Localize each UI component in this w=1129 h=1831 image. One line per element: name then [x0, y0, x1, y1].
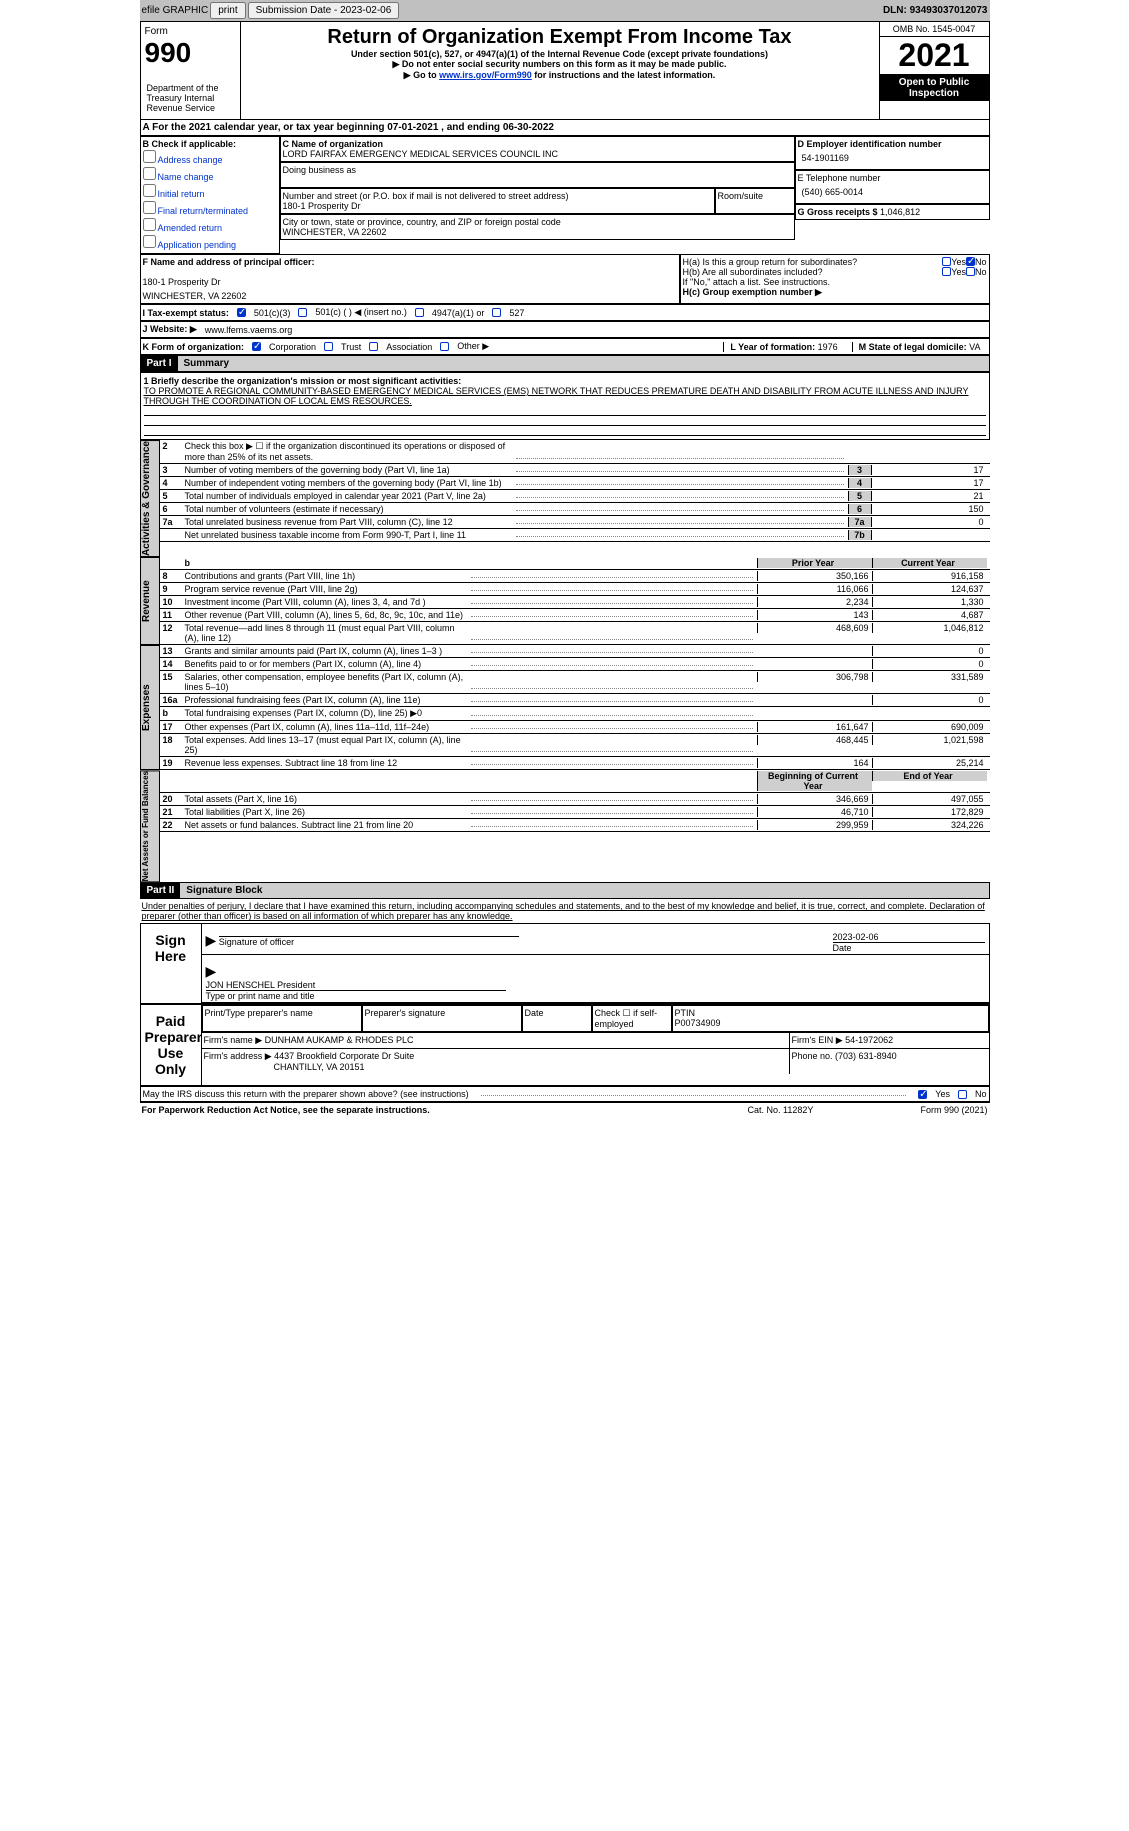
row-j-website: J Website: ▶ www.lfems.vaems.org — [140, 321, 990, 338]
table-row: 22Net assets or fund balances. Subtract … — [160, 819, 990, 832]
address-city: WINCHESTER, VA 22602 — [283, 227, 792, 237]
gross-receipts: 1,046,812 — [880, 207, 920, 217]
form-title: Return of Organization Exempt From Incom… — [245, 26, 875, 49]
table-row: 10Investment income (Part VIII, column (… — [160, 596, 990, 609]
table-row: 4Number of independent voting members of… — [160, 477, 990, 490]
telephone-value: (540) 665-0014 — [798, 183, 987, 201]
col-d-contact: D Employer identification number54-19011… — [795, 136, 990, 254]
signature-block: Sign Here ▶ Signature of officer 2023-02… — [140, 923, 990, 1004]
instructions-link[interactable]: www.irs.gov/Form990 — [439, 70, 532, 80]
officer-name: JON HENSCHEL President — [206, 980, 985, 990]
application-pending-checkbox[interactable]: Application pending — [143, 234, 277, 251]
form-title-box: Return of Organization Exempt From Incom… — [241, 22, 879, 119]
table-row: 16aProfessional fundraising fees (Part I… — [160, 694, 990, 707]
501c-checkbox[interactable] — [298, 308, 307, 317]
print-button[interactable]: print — [210, 2, 245, 19]
table-row: 14Benefits paid to or for members (Part … — [160, 658, 990, 671]
address-change-checkbox[interactable]: Address change — [143, 149, 277, 166]
ptin-value: P00734909 — [675, 1018, 986, 1028]
table-row: 6Total number of volunteers (estimate if… — [160, 503, 990, 516]
discuss-yes-checkbox[interactable] — [918, 1090, 927, 1099]
table-row: 7aTotal unrelated business revenue from … — [160, 516, 990, 529]
part-ii-header: Part II — [141, 883, 181, 898]
table-row: 2Check this box ▶ ☐ if the organization … — [160, 440, 990, 464]
col-b-checkboxes: B Check if applicable: Address change Na… — [140, 136, 280, 254]
expenses-label: Expenses — [140, 645, 160, 770]
mission-block: 1 Briefly describe the organization's mi… — [140, 372, 990, 440]
row-a-tax-year: A For the 2021 calendar year, or tax yea… — [140, 120, 990, 136]
row-f-officer: F Name and address of principal officer:… — [140, 254, 680, 304]
501c3-checkbox[interactable] — [237, 308, 246, 317]
final-return-checkbox[interactable]: Final return/terminated — [143, 200, 277, 217]
table-row: 18Total expenses. Add lines 13–17 (must … — [160, 734, 990, 757]
group-yes-checkbox[interactable] — [942, 257, 951, 266]
trust-checkbox[interactable] — [324, 342, 333, 351]
table-row: 8Contributions and grants (Part VIII, li… — [160, 570, 990, 583]
other-checkbox[interactable] — [440, 342, 449, 351]
4947-checkbox[interactable] — [415, 308, 424, 317]
row-i-tax-status: I Tax-exempt status: 501(c)(3) 501(c) ( … — [140, 304, 990, 321]
net-assets-label: Net Assets or Fund Balances — [140, 770, 160, 882]
group-no-checkbox[interactable] — [966, 257, 975, 266]
row-k-form-org: K Form of organization: Corporation Trus… — [140, 338, 990, 355]
firm-name: DUNHAM AUKAMP & RHODES PLC — [265, 1035, 414, 1045]
dln-label: DLN: 93493037012073 — [883, 5, 988, 16]
table-row: 9Program service revenue (Part VIII, lin… — [160, 583, 990, 596]
table-row: 3Number of voting members of the governi… — [160, 464, 990, 477]
name-change-checkbox[interactable]: Name change — [143, 166, 277, 183]
page-footer: For Paperwork Reduction Act Notice, see … — [140, 1102, 990, 1117]
initial-return-checkbox[interactable]: Initial return — [143, 183, 277, 200]
527-checkbox[interactable] — [492, 308, 501, 317]
table-row: bTotal fundraising expenses (Part IX, co… — [160, 707, 990, 721]
table-row: Net unrelated business taxable income fr… — [160, 529, 990, 542]
association-checkbox[interactable] — [369, 342, 378, 351]
subs-yes-checkbox[interactable] — [942, 267, 951, 276]
top-toolbar: efile GRAPHIC print Submission Date - 20… — [140, 0, 990, 21]
row-h-group: H(a) Is this a group return for subordin… — [680, 254, 990, 304]
table-row: 15Salaries, other compensation, employee… — [160, 671, 990, 694]
table-row: 19Revenue less expenses. Subtract line 1… — [160, 757, 990, 770]
year-box: OMB No. 1545-0047 2021 Open to Public In… — [879, 22, 989, 119]
form-number-box: Form990 Department of the Treasury Inter… — [141, 22, 241, 119]
ein-value: 54-1901169 — [798, 149, 987, 167]
department-label: Department of the Treasury Internal Reve… — [145, 81, 236, 115]
table-row: 13Grants and similar amounts paid (Part … — [160, 645, 990, 658]
part-i-header: Part I — [141, 356, 178, 371]
discuss-row: May the IRS discuss this return with the… — [140, 1086, 990, 1102]
address-street: 180-1 Prosperity Dr — [283, 201, 712, 211]
perjury-statement: Under penalties of perjury, I declare th… — [140, 899, 990, 923]
discuss-no-checkbox[interactable] — [958, 1090, 967, 1099]
amended-return-checkbox[interactable]: Amended return — [143, 217, 277, 234]
table-row: 17Other expenses (Part IX, column (A), l… — [160, 721, 990, 734]
table-row: 12Total revenue—add lines 8 through 11 (… — [160, 622, 990, 645]
form-header: Form990 Department of the Treasury Inter… — [140, 21, 990, 120]
table-row: 11Other revenue (Part VIII, column (A), … — [160, 609, 990, 622]
efile-label: efile GRAPHIC — [142, 5, 209, 16]
mission-text: TO PROMOTE A REGIONAL COMMUNITY-BASED EM… — [144, 386, 986, 406]
col-c-org-info: C Name of organizationLORD FAIRFAX EMERG… — [280, 136, 795, 254]
preparer-block: Paid Preparer Use Only Print/Type prepar… — [140, 1004, 990, 1086]
table-row: 20Total assets (Part X, line 16)346,6694… — [160, 793, 990, 806]
corporation-checkbox[interactable] — [252, 342, 261, 351]
website-value: www.lfems.vaems.org — [205, 325, 293, 335]
subs-no-checkbox[interactable] — [966, 267, 975, 276]
table-row: 21Total liabilities (Part X, line 26)46,… — [160, 806, 990, 819]
activities-governance-label: Activities & Governance — [140, 440, 160, 557]
submission-date-button[interactable]: Submission Date - 2023-02-06 — [248, 2, 400, 19]
organization-name: LORD FAIRFAX EMERGENCY MEDICAL SERVICES … — [283, 149, 792, 159]
table-row: 5Total number of individuals employed in… — [160, 490, 990, 503]
revenue-label: Revenue — [140, 557, 160, 645]
